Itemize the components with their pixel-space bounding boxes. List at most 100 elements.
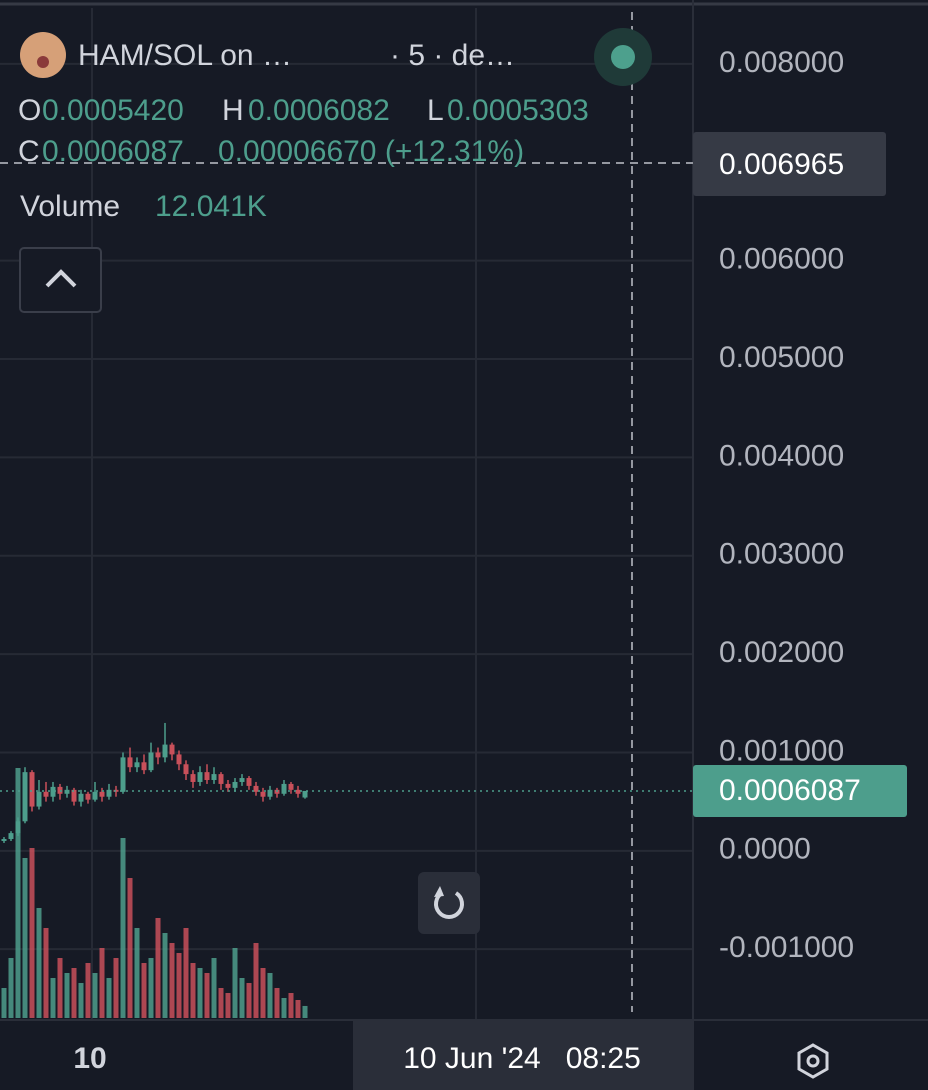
volume-bar <box>176 953 182 1018</box>
volume-bar <box>64 973 70 1018</box>
candle-body <box>225 783 231 788</box>
symbol-avatar <box>37 56 49 68</box>
volume-bar <box>127 878 133 1018</box>
candle-body <box>8 833 14 840</box>
candle-body <box>85 793 91 800</box>
volume-bar <box>141 963 147 1018</box>
volume-bar <box>120 838 126 1018</box>
volume-bar <box>57 958 63 1018</box>
o-label: O <box>18 94 41 127</box>
volume-bar <box>246 983 252 1018</box>
y-tick-label: 0.003000 <box>719 538 844 571</box>
status-dot <box>611 45 635 69</box>
volume-bar <box>169 943 175 1018</box>
candle-body <box>141 762 147 771</box>
volume-bar <box>232 948 238 1018</box>
change: 0.00006670 (+12.31%) <box>218 135 524 168</box>
volume-bar <box>15 768 21 1018</box>
volume-bar <box>134 928 140 1018</box>
y-tick-label: 0.008000 <box>719 46 844 79</box>
volume-bar <box>99 948 105 1018</box>
volume-bar <box>211 958 217 1018</box>
candle-body <box>204 772 210 780</box>
volume-bar <box>253 943 259 1018</box>
volume-bar <box>239 978 245 1018</box>
candle-body <box>15 821 21 834</box>
volume-bar <box>50 978 56 1018</box>
candle-body <box>232 781 238 788</box>
y-tick-label: 0.004000 <box>719 439 844 472</box>
candle-body <box>267 789 273 797</box>
volume-bar <box>183 928 189 1018</box>
volume-bar <box>113 958 119 1018</box>
candle-body <box>176 754 182 765</box>
last-price-box <box>693 764 907 817</box>
interval[interactable]: · 5 · de… <box>390 39 515 72</box>
volume-bar <box>71 968 77 1018</box>
volume-bar <box>302 1005 308 1018</box>
volume-bar <box>295 1000 301 1018</box>
candle-body <box>197 772 203 782</box>
symbol-avatar <box>20 32 66 78</box>
candle-body <box>190 774 196 782</box>
candle-body <box>211 774 217 780</box>
l-value: 0.0005303 <box>447 94 589 127</box>
y-tick-label: 0.001000 <box>719 734 844 767</box>
volume-bar <box>197 968 203 1018</box>
candle-body <box>281 783 287 794</box>
candle-body <box>246 778 252 786</box>
settings-icon[interactable] <box>797 1043 829 1079</box>
reset-button[interactable] <box>418 872 480 934</box>
volume-bar <box>218 988 224 1018</box>
crosshair-price: 0.006965 <box>719 148 844 181</box>
volume-bar <box>204 973 210 1018</box>
volume-bar <box>1 988 7 1018</box>
volume-bar <box>43 928 49 1018</box>
c-value: 0.0006087 <box>42 135 184 168</box>
volume-bar <box>22 858 28 1018</box>
x-tick-label: 10 <box>73 1042 106 1075</box>
volume-label: Volume <box>20 190 120 223</box>
candle-body <box>22 772 28 822</box>
y-tick-label: 0.006000 <box>719 243 844 276</box>
c-label: C <box>18 135 40 168</box>
o-value: 0.0005420 <box>42 94 184 127</box>
volume-bar <box>288 993 294 1018</box>
candle-body <box>36 791 42 807</box>
settings-icon <box>806 1054 820 1068</box>
volume-bar <box>162 933 168 1018</box>
candle-body <box>78 793 84 802</box>
candle-body <box>239 778 245 782</box>
volume-bar <box>225 993 231 1018</box>
volume-bar <box>267 973 273 1018</box>
collapse-button[interactable] <box>19 247 102 313</box>
collapse-icon <box>45 269 77 288</box>
candle-body <box>155 752 161 758</box>
candle-body <box>43 791 49 797</box>
volume-bar <box>281 998 287 1018</box>
volume-bar <box>260 968 266 1018</box>
y-tick-label: 0.002000 <box>719 636 844 669</box>
candle-body <box>295 789 301 794</box>
last-price-label: 0.0006087 <box>719 774 861 807</box>
candle-body <box>92 791 98 800</box>
candle-body <box>99 791 105 797</box>
candle-body <box>127 757 133 768</box>
candle-body <box>260 791 266 797</box>
reset-icon <box>434 891 464 919</box>
candle-body <box>253 785 259 792</box>
volume-value: 12.041K <box>155 190 267 223</box>
volume-bar <box>148 958 154 1018</box>
candle-body <box>106 789 112 797</box>
y-tick-label: -0.001000 <box>719 931 854 964</box>
volume-bar <box>274 988 280 1018</box>
volume-bar <box>78 983 84 1018</box>
candle-body <box>218 774 224 784</box>
h-value: 0.0006082 <box>248 94 390 127</box>
symbol[interactable]: HAM/SOL on … <box>78 39 292 72</box>
candle-body <box>169 744 175 755</box>
volume-bar <box>92 973 98 1018</box>
candle-body <box>29 772 35 807</box>
